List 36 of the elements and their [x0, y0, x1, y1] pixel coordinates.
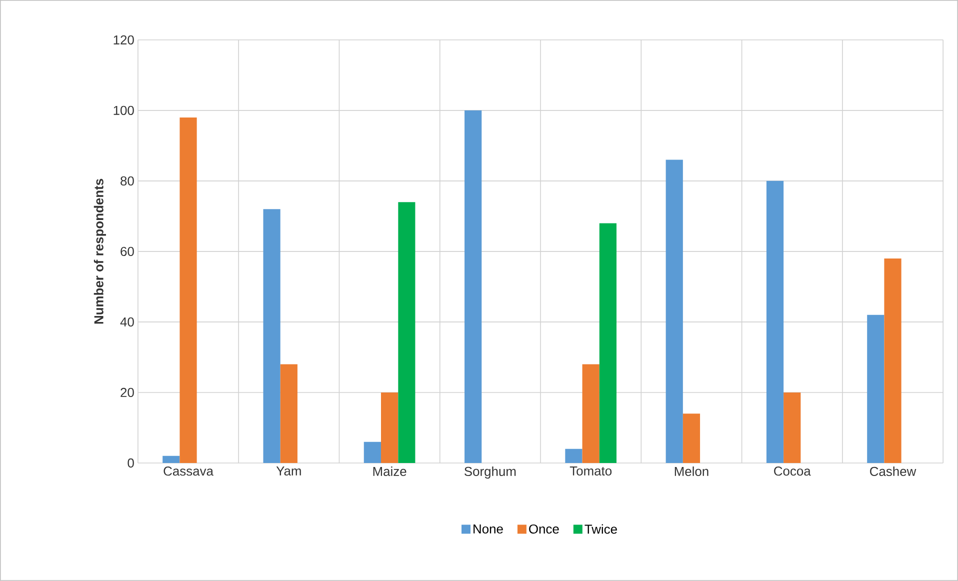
- x-tick-label: Cashew: [870, 466, 916, 476]
- bar: [364, 442, 381, 464]
- bar: [280, 364, 298, 464]
- legend-label: Once: [529, 524, 559, 534]
- bar: [464, 110, 482, 464]
- x-tick-label: Yam: [276, 466, 301, 476]
- x-tick-label: Sorghum: [464, 466, 516, 479]
- legend-label: None: [474, 524, 503, 534]
- x-tick-label: Tomato: [570, 466, 612, 476]
- y-axis-title: Number of respondents: [94, 178, 106, 324]
- bar: [180, 118, 197, 464]
- bar: [398, 202, 416, 464]
- bar: [599, 223, 616, 464]
- y-tick-label: 0: [128, 458, 134, 468]
- legend-label: Twice: [584, 524, 617, 534]
- bar: [565, 448, 582, 464]
- bar: [582, 364, 600, 464]
- bar: [162, 456, 180, 464]
- y-tick-label: 20: [120, 388, 134, 398]
- y-tick-label: 40: [120, 317, 134, 327]
- bar: [784, 392, 801, 464]
- bar: [766, 180, 784, 464]
- bar: [867, 314, 884, 464]
- y-tick-label: 60: [120, 246, 134, 256]
- x-tick-label: Cocoa: [774, 466, 811, 476]
- bar: [380, 392, 398, 464]
- x-tick-label: Maize: [373, 466, 406, 476]
- y-tick-label: 100: [114, 106, 134, 116]
- bar: [884, 258, 902, 464]
- x-tick-label: Melon: [674, 466, 708, 476]
- bar: [666, 160, 683, 464]
- bar: [263, 209, 280, 464]
- y-tick-label: 80: [120, 176, 134, 186]
- x-tick-label: Cassava: [164, 466, 214, 476]
- y-tick-label: 120: [114, 35, 134, 45]
- bar: [682, 414, 700, 464]
